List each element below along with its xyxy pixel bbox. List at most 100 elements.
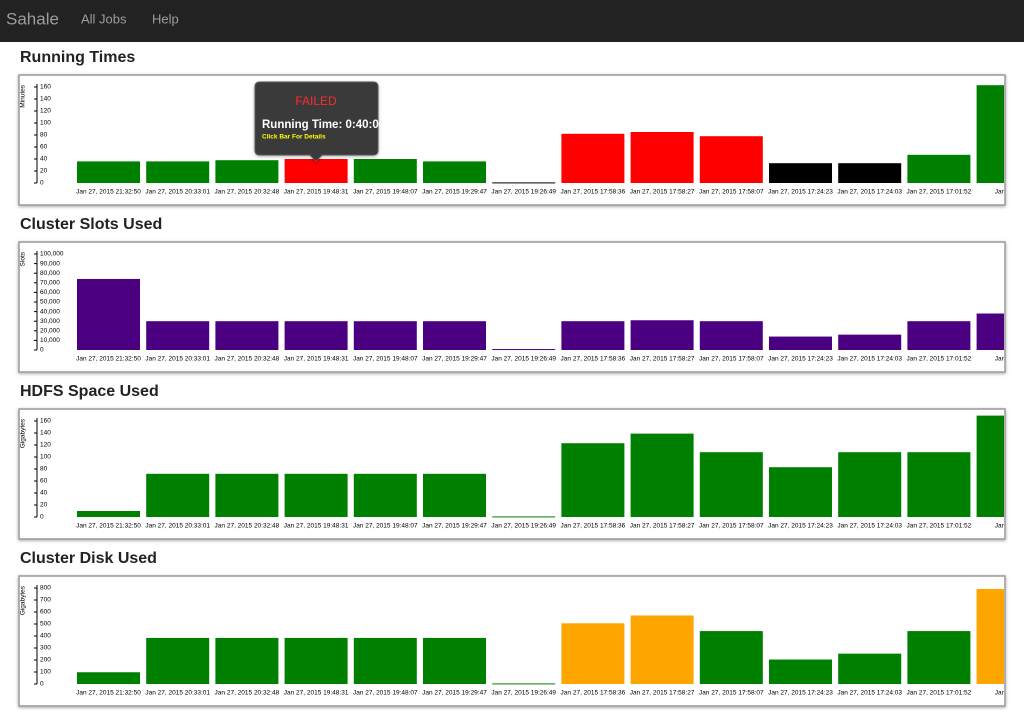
x-tick-label: Jan 27, 2015 20:33:01 [145, 690, 210, 697]
bar[interactable] [284, 473, 348, 517]
y-tick-label: 0 [40, 681, 44, 688]
x-tick-label: Jan 26, 2 [995, 356, 1022, 363]
tooltip-status: FAILED [295, 94, 337, 108]
x-tick-label: Jan 27, 2015 19:48:07 [353, 356, 418, 363]
bar[interactable] [492, 182, 556, 184]
bar[interactable] [284, 637, 348, 684]
x-tick-label: Jan 27, 2015 17:24:23 [768, 356, 833, 363]
x-tick-label: Jan 27, 2015 20:33:01 [145, 189, 210, 196]
y-tick-label: 200 [40, 657, 51, 664]
y-axis-label: Gigabytes [20, 418, 27, 448]
bar[interactable] [699, 321, 763, 350]
y-axis-label: Slots [20, 251, 27, 266]
tooltip-text: Running Time: 0:40:00 [262, 119, 385, 131]
bar[interactable] [976, 415, 1024, 517]
x-tick-label: Jan 27, 2015 17:24:03 [837, 189, 902, 196]
bar[interactable] [769, 163, 832, 183]
x-tick-label: Jan 27, 2015 19:48:07 [353, 189, 418, 196]
nav-link[interactable]: All Jobs [81, 11, 127, 26]
bar[interactable] [976, 85, 1024, 183]
bar[interactable] [284, 159, 348, 183]
y-tick-label: 120 [40, 108, 51, 115]
y-tick-label: 40 [40, 156, 48, 163]
x-tick-label: Jan 27, 2015 17:24:03 [837, 523, 902, 530]
bar[interactable] [907, 154, 971, 183]
brand[interactable]: Sahale [6, 9, 59, 28]
y-tick-label: 500 [40, 621, 51, 628]
bar[interactable] [353, 637, 417, 684]
bar[interactable] [769, 467, 832, 517]
bar[interactable] [561, 443, 625, 517]
x-tick-label: Jan 27, 2015 17:24:23 [768, 690, 833, 697]
bar[interactable] [838, 163, 902, 183]
bar[interactable] [77, 161, 140, 183]
bar[interactable] [353, 321, 417, 350]
bar[interactable] [492, 516, 556, 518]
y-tick-label: 700 [40, 597, 51, 604]
x-tick-label: Jan 27, 2015 20:33:01 [145, 523, 210, 530]
bar[interactable] [353, 159, 417, 183]
x-tick-label: Jan 27, 2015 17:58:36 [561, 690, 626, 697]
x-tick-label: Jan 27, 2015 19:26:49 [491, 356, 556, 363]
bar[interactable] [769, 659, 832, 684]
bar[interactable] [699, 452, 763, 517]
bar[interactable] [907, 631, 971, 684]
y-tick-label: 160 [40, 418, 51, 425]
bar[interactable] [561, 133, 625, 183]
bar[interactable] [215, 321, 279, 350]
bar[interactable] [907, 321, 971, 350]
bar[interactable] [630, 615, 694, 684]
bar[interactable] [976, 588, 1024, 684]
y-tick-label: 40 [40, 490, 48, 497]
bar[interactable] [492, 349, 556, 351]
bar[interactable] [838, 653, 902, 684]
y-tick-label: 60 [40, 478, 48, 485]
bar[interactable] [146, 161, 210, 183]
bar[interactable] [146, 321, 210, 350]
bar[interactable] [769, 336, 832, 350]
bar[interactable] [561, 623, 625, 684]
bar[interactable] [77, 278, 140, 350]
bar[interactable] [353, 473, 417, 517]
y-tick-label: 140 [40, 96, 51, 103]
y-tick-label: 160 [40, 84, 51, 91]
y-axis-label: Gigabytes [20, 585, 27, 615]
y-tick-label: 100 [40, 669, 51, 676]
bar[interactable] [423, 161, 486, 183]
bar[interactable] [284, 321, 348, 350]
bar[interactable] [215, 473, 279, 517]
x-tick-label: Jan 27, 2015 17:58:07 [699, 690, 764, 697]
bar[interactable] [77, 511, 140, 517]
bar[interactable] [630, 433, 694, 517]
bar[interactable] [561, 321, 625, 350]
y-tick-label: 80 [40, 466, 48, 473]
bar[interactable] [907, 452, 971, 517]
bar[interactable] [215, 160, 279, 183]
x-tick-label: Jan 27, 2015 19:48:31 [284, 523, 349, 530]
bar[interactable] [146, 473, 210, 517]
bar[interactable] [423, 321, 486, 350]
bar[interactable] [492, 683, 556, 685]
chart-title: Cluster Slots Used [20, 216, 162, 233]
bar[interactable] [838, 452, 902, 517]
bar[interactable] [699, 136, 763, 183]
bar[interactable] [215, 637, 279, 684]
x-tick-label: Jan 27, 2015 19:29:47 [422, 189, 487, 196]
chart-frame [18, 74, 1006, 206]
nav-link[interactable]: Help [152, 11, 179, 26]
bar[interactable] [423, 473, 486, 517]
bar[interactable] [630, 132, 694, 183]
bar[interactable] [699, 631, 763, 684]
y-tick-label: 600 [40, 609, 51, 616]
y-tick-label: 0 [40, 180, 44, 187]
bar[interactable] [146, 637, 210, 684]
bar[interactable] [838, 334, 902, 350]
y-tick-label: 10,000 [40, 337, 60, 344]
bar[interactable] [630, 320, 694, 350]
y-tick-label: 20,000 [40, 328, 60, 335]
bar[interactable] [77, 672, 140, 684]
bar[interactable] [976, 313, 1024, 350]
bar[interactable] [423, 637, 486, 684]
x-tick-label: Jan 27, 2015 20:32:48 [215, 356, 280, 363]
x-tick-label: Jan 27, 2015 19:26:49 [491, 523, 556, 530]
